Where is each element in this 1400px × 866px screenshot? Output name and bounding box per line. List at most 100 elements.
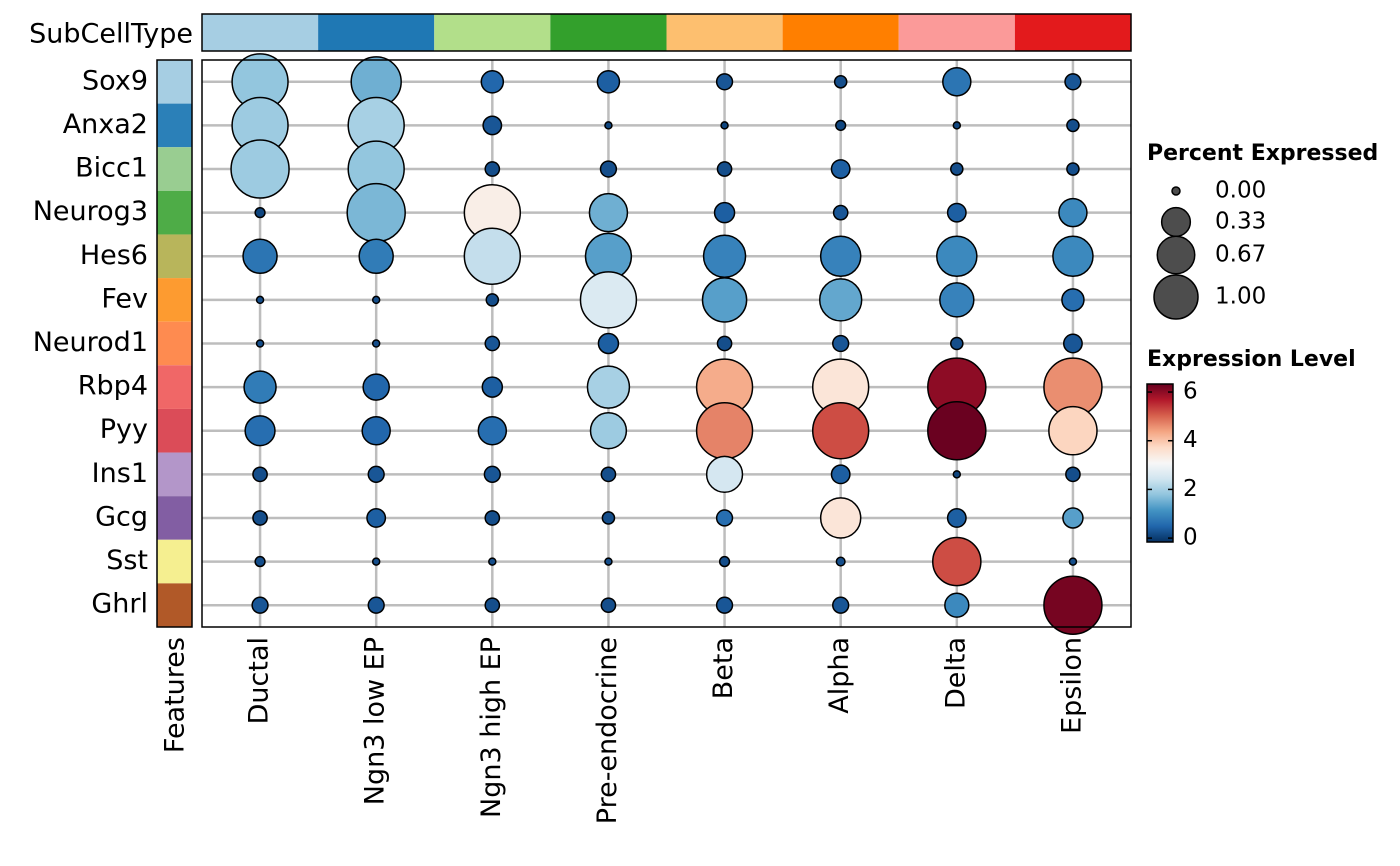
color-tick-label: 6 [1183,379,1198,405]
x-tick-label: Ngn3 low EP [360,637,391,805]
dot [367,465,385,484]
dot [230,139,290,199]
dot [718,555,731,568]
y-tick-label: Pyy [100,414,148,445]
dot [1062,333,1083,354]
dot [463,227,522,285]
y-tick-label: Anxa2 [63,109,148,140]
y-annotation-cell [157,278,192,322]
dot [586,365,631,409]
dot [1068,557,1078,566]
dot [481,376,504,398]
color-tick-label: 4 [1183,427,1198,453]
dot [604,557,613,566]
dot [946,508,967,528]
dot [818,278,863,322]
dot [483,465,501,484]
dot [835,119,847,132]
dot [1066,118,1080,133]
dot [243,370,277,404]
dot [932,536,982,587]
x-annotation-cell [782,14,899,51]
dot [480,70,505,94]
y-annotation-cell [157,190,192,235]
dot [946,202,967,223]
dot [833,75,848,89]
dot [254,207,266,219]
color-tick-label: 2 [1183,476,1198,502]
color-tick-label: 0 [1183,525,1198,551]
dot [830,464,851,485]
dot [716,161,733,177]
size-legend-key [1156,235,1196,275]
dot [367,596,385,614]
dot [251,596,269,614]
dot [597,332,620,355]
dot [371,295,381,305]
size-legend-label: 0.00 [1215,178,1266,204]
color-bar [1146,383,1174,543]
dot [252,466,268,483]
dot [832,596,850,614]
x-annotation-cell [550,14,667,51]
dot [942,67,972,97]
dot [484,510,501,526]
y-annotation-cell [157,321,192,366]
x-annotation-title: SubCellType [29,19,193,50]
dot [702,234,747,279]
dot [255,339,265,348]
dot [604,121,613,130]
dot [482,115,503,136]
dot [830,159,851,179]
dot [371,557,381,566]
x-annotation-cell [666,14,783,51]
y-annotation-cell [157,408,192,453]
x-tick-label: Pre-endocrine [592,637,623,824]
dot [715,509,734,527]
y-tick-label: Neurod1 [33,327,148,358]
dot [832,334,850,353]
y-tick-label: Sox9 [82,65,148,96]
y-tick-label: Rbp4 [78,371,148,402]
y-annotation-cell [157,583,192,627]
dot [1062,507,1084,529]
y-tick-label: Sst [106,545,148,576]
dot [713,201,736,224]
size-legend-label: 1.00 [1215,284,1266,310]
x-tick-label: Beta [708,637,739,699]
dot [484,161,501,177]
dot [484,597,501,614]
dot [601,511,616,525]
x-annotation-cell [434,14,551,51]
dot [371,339,381,348]
y-annotation-title: Features [160,637,191,753]
dot [599,160,618,178]
y-annotation-cell [157,365,192,409]
dot [358,238,394,275]
size-legend-key [1153,274,1199,320]
dot [244,415,276,447]
dot [716,335,733,352]
dot [485,293,500,307]
size-legend-label: 0.67 [1215,242,1266,268]
y-tick-label: Fev [101,283,148,314]
dot [832,204,849,221]
dot [366,508,387,528]
x-annotation-cell [202,14,319,51]
y-annotation-cell [157,103,192,148]
y-tick-label: Bicc1 [75,153,148,184]
dot [362,373,390,401]
dot [944,592,970,618]
x-tick-label: Ductal [244,637,275,724]
x-tick-label: Delta [940,637,971,709]
dot [950,336,964,351]
dot [1048,405,1098,456]
x-tick-label: Ngn3 high EP [476,637,507,818]
dot [705,455,744,494]
dot [1043,575,1103,635]
y-annotation-cell [157,539,192,584]
dot [811,402,870,460]
dot [927,400,987,461]
dot [715,73,734,91]
